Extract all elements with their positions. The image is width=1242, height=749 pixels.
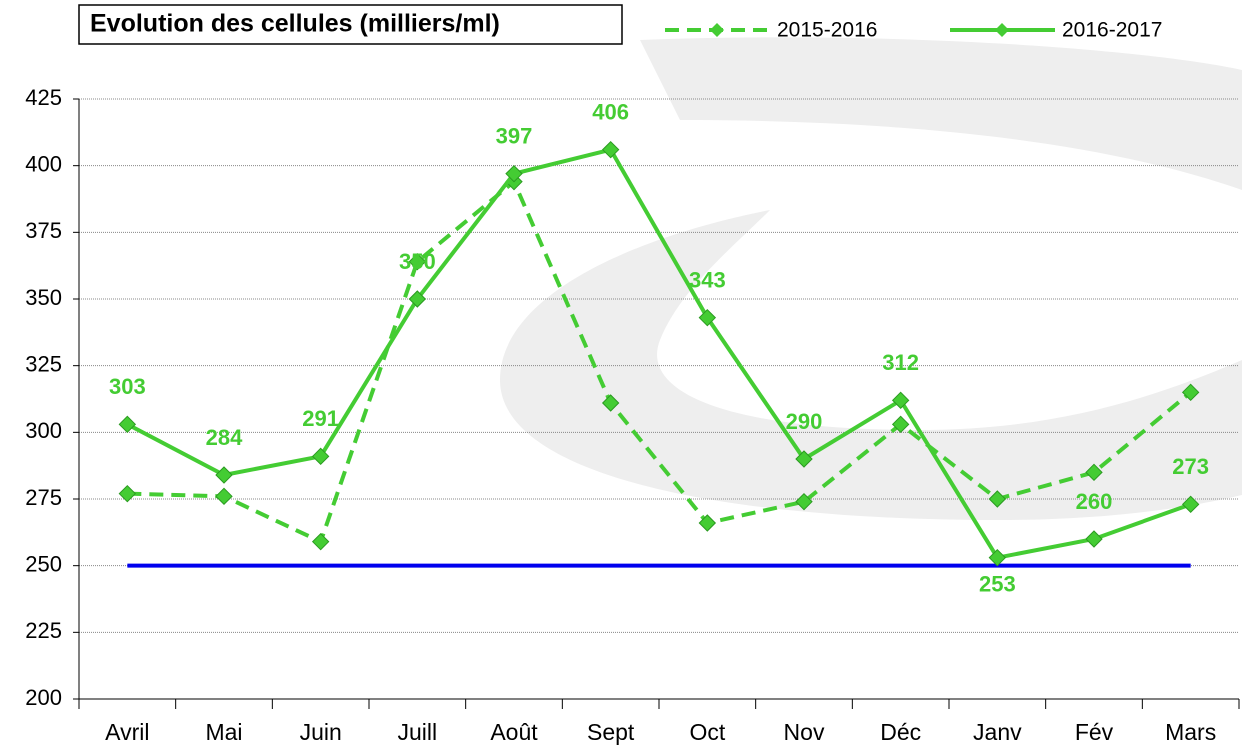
- data-label: 291: [302, 406, 339, 431]
- title-box: [78, 4, 623, 45]
- marker: [698, 308, 717, 327]
- series-line: [126, 147, 1192, 560]
- data-label: 303: [109, 374, 146, 399]
- chart-title: Evolution des cellules (milliers/ml): [90, 10, 500, 38]
- series-line: [127, 178, 1192, 545]
- marker: [311, 447, 330, 466]
- data-label: 343: [689, 267, 726, 292]
- y-tick-label: 350: [25, 285, 62, 310]
- legend-marker: [710, 23, 724, 37]
- x-tick-label: Juin: [300, 719, 342, 745]
- legend-label: 2015-2016: [777, 19, 877, 42]
- data-label: 284: [206, 425, 243, 450]
- marker: [795, 492, 813, 511]
- data-label: 273: [1172, 454, 1209, 479]
- x-tick-label: Mai: [205, 719, 242, 745]
- marker: [1181, 495, 1200, 514]
- y-tick-label: 425: [25, 85, 62, 110]
- marker: [988, 548, 1007, 567]
- marker: [698, 514, 717, 532]
- marker: [891, 415, 910, 434]
- x-tick-label: Sept: [587, 719, 635, 745]
- marker: [601, 394, 620, 412]
- marker: [311, 532, 330, 551]
- watermark: [500, 210, 1242, 520]
- marker: [118, 415, 137, 434]
- y-tick-label: 225: [25, 618, 62, 643]
- marker: [505, 164, 523, 183]
- data-label: 406: [592, 99, 629, 124]
- watermark: [640, 37, 1242, 191]
- y-tick-label: 250: [25, 551, 62, 576]
- x-tick-label: Avril: [105, 719, 149, 745]
- marker: [601, 140, 620, 159]
- y-tick-label: 300: [25, 418, 62, 443]
- data-label: 397: [496, 123, 533, 148]
- marker: [215, 466, 233, 484]
- x-tick-label: Nov: [784, 719, 825, 745]
- x-tick-label: Janv: [973, 719, 1022, 745]
- y-tick-label: 275: [25, 485, 62, 510]
- data-label: 312: [882, 350, 919, 375]
- legend-marker: [995, 23, 1009, 37]
- x-tick-label: Juill: [398, 719, 438, 745]
- y-tick-label: 200: [25, 685, 62, 710]
- marker: [1085, 463, 1103, 482]
- x-tick-label: Août: [490, 719, 538, 745]
- data-label: 290: [786, 409, 823, 434]
- x-tick-label: Oct: [689, 719, 725, 745]
- x-tick-label: Fév: [1075, 719, 1114, 745]
- marker: [891, 391, 910, 410]
- marker: [408, 290, 427, 308]
- data-label: 253: [979, 571, 1016, 596]
- marker: [408, 252, 427, 271]
- y-tick-label: 325: [25, 351, 62, 376]
- data-label: 350: [399, 249, 436, 274]
- x-tick-label: Déc: [880, 719, 921, 745]
- marker: [1181, 383, 1200, 402]
- data-label: 260: [1076, 489, 1113, 514]
- marker: [215, 487, 233, 506]
- legend-label: 2016-2017: [1062, 19, 1162, 42]
- y-tick-label: 400: [25, 151, 62, 176]
- marker: [118, 484, 137, 503]
- marker: [1085, 530, 1103, 548]
- marker: [795, 450, 813, 468]
- y-tick-label: 375: [25, 218, 62, 243]
- marker: [988, 490, 1007, 508]
- x-tick-label: Mars: [1165, 719, 1216, 745]
